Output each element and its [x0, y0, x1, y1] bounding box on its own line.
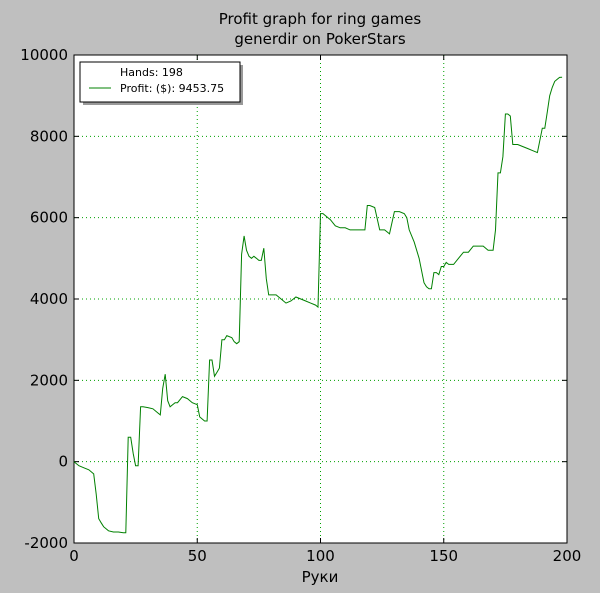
- x-tick-label: 50: [188, 547, 207, 565]
- y-tick-label: 8000: [30, 127, 68, 145]
- x-tick-label: 200: [553, 547, 582, 565]
- legend-box: [79, 61, 241, 103]
- chart-title-line-1: Profit graph for ring games: [219, 10, 422, 28]
- legend-entry-hands: Hands: 198: [120, 66, 183, 79]
- grid-lines: [74, 55, 567, 543]
- y-tick-label: 10000: [20, 46, 68, 64]
- x-tick-label: 100: [306, 547, 335, 565]
- tick-marks: [73, 54, 568, 544]
- y-tick-label: 4000: [30, 290, 68, 308]
- chart-title-line-2: generdir on PokerStars: [234, 30, 405, 48]
- legend: Hands: 198 Profit: ($): 9453.75: [79, 61, 243, 105]
- y-tick-label: 2000: [30, 371, 68, 389]
- y-tick-label: -2000: [24, 534, 68, 552]
- y-tick-label: 0: [58, 453, 68, 471]
- x-tick-label: 150: [429, 547, 458, 565]
- y-tick-label: 6000: [30, 209, 68, 227]
- x-tick-label: 0: [69, 547, 79, 565]
- legend-entry-profit: Profit: ($): 9453.75: [120, 82, 224, 95]
- series-line-profit: [73, 76, 563, 534]
- x-axis-label: Руки: [302, 568, 339, 586]
